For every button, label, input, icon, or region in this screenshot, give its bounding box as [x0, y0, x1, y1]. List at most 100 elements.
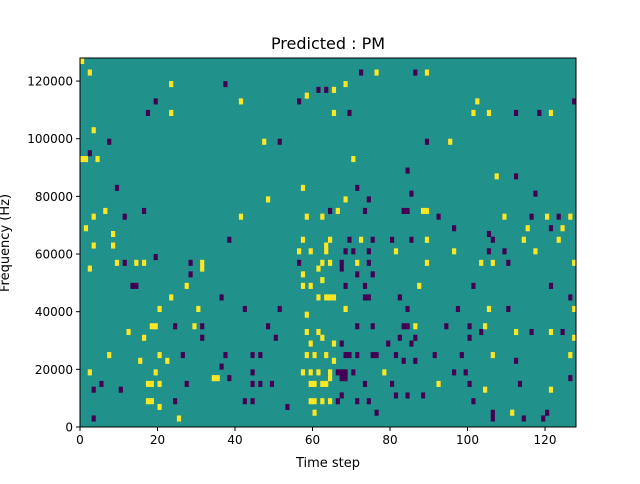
heatmap-cell	[413, 334, 418, 341]
heatmap-cell	[324, 380, 329, 387]
heatmap-cell	[316, 328, 321, 336]
heatmap-cell	[215, 375, 220, 382]
heatmap-cell	[514, 357, 519, 364]
heatmap-cell	[405, 167, 410, 174]
heatmap-cell	[188, 259, 193, 266]
heatmap-cell	[95, 156, 100, 163]
heatmap-cell	[401, 357, 406, 364]
heatmap-cell	[118, 386, 123, 393]
heatmap-cell	[83, 225, 89, 232]
heatmap-cell	[362, 380, 368, 387]
heatmap-cell	[444, 323, 449, 330]
heatmap-cell	[328, 375, 333, 382]
heatmap-cell	[266, 323, 271, 330]
heatmap-cell	[304, 328, 309, 336]
heatmap-cell	[165, 357, 170, 364]
heatmap-cell	[374, 69, 379, 76]
y-tick-label: 80000	[35, 190, 73, 204]
heatmap-cell	[490, 259, 495, 266]
heatmap-cell	[331, 86, 337, 93]
heatmap-cell	[401, 207, 406, 214]
heatmap-cell	[572, 334, 577, 341]
heatmap-cell	[506, 259, 511, 266]
heatmap-cell	[362, 207, 368, 214]
heatmap-cell	[153, 98, 158, 105]
heatmap-cell	[339, 265, 344, 272]
heatmap-cell	[297, 248, 302, 255]
heatmap-cell	[401, 323, 406, 330]
heatmap-cell	[145, 109, 151, 116]
y-tick-label: 20000	[35, 363, 73, 377]
heatmap-cell	[91, 242, 96, 249]
heatmap-cell	[328, 259, 333, 266]
heatmap-cell	[556, 236, 561, 243]
heatmap-cell	[192, 323, 197, 330]
heatmap-cell	[300, 271, 306, 278]
x-tick-label: 0	[76, 433, 84, 447]
heatmap-cell	[242, 305, 247, 312]
heatmap-cell	[347, 352, 352, 359]
heatmap-cell	[405, 392, 410, 399]
heatmap-cell	[514, 328, 519, 336]
heatmap-cell	[483, 323, 488, 330]
heatmap-cell	[521, 415, 526, 422]
heatmap-cell	[219, 363, 224, 370]
heatmap-cell	[145, 398, 151, 405]
heatmap-cell	[157, 305, 162, 312]
heatmap-cell	[312, 352, 317, 359]
heatmap-cell	[266, 196, 271, 203]
heatmap-cell	[471, 398, 476, 405]
heatmap-cell	[343, 369, 348, 376]
heatmap-cell	[328, 398, 333, 405]
y-axis-label: Frequency (Hz)	[0, 194, 13, 292]
heatmap-cell	[490, 415, 495, 422]
heatmap-cell	[335, 207, 340, 214]
heatmap-cell	[324, 352, 329, 359]
heatmap-cell	[304, 213, 309, 220]
y-tick-label: 40000	[35, 305, 73, 319]
heatmap-cell	[393, 248, 399, 255]
heatmap-cell	[328, 236, 333, 243]
heatmap-cell	[316, 369, 321, 376]
heatmap-cell	[486, 230, 492, 238]
heatmap-cell	[324, 242, 329, 249]
heatmap-cell	[157, 403, 162, 411]
heatmap-cell	[300, 184, 306, 191]
heatmap-cell	[308, 248, 313, 255]
heatmap-cell	[568, 352, 573, 359]
heatmap-cell	[223, 81, 228, 88]
heatmap-cell	[355, 259, 360, 266]
heatmap-cell	[328, 294, 333, 301]
heatmap-cell	[343, 81, 348, 88]
heatmap-cell	[103, 207, 108, 214]
heatmap-cell	[390, 236, 395, 243]
heatmap-cell	[351, 369, 356, 376]
heatmap-cell	[308, 380, 313, 387]
heatmap-cell	[91, 213, 96, 220]
heatmap-cell	[219, 294, 224, 301]
heatmap-cell	[122, 259, 127, 266]
heatmap-cell	[397, 334, 402, 341]
heatmap-cell	[529, 328, 534, 336]
heatmap-cell	[475, 98, 480, 105]
heatmap-cell	[483, 386, 488, 393]
heatmap-cell	[432, 352, 437, 359]
heatmap-cell	[184, 282, 189, 289]
heatmap-cell	[436, 380, 441, 387]
heatmap-cell	[250, 352, 255, 359]
heatmap-cell	[486, 305, 492, 312]
heatmap-cell	[374, 352, 379, 359]
heatmap-cell	[324, 248, 329, 255]
heatmap-cell	[339, 375, 344, 382]
heatmap-cell	[413, 69, 418, 76]
heatmap-cell	[308, 282, 313, 289]
heatmap-cell	[393, 352, 399, 359]
heatmap-cell	[486, 109, 492, 116]
heatmap-cell	[393, 392, 399, 399]
x-tick-label: 40	[227, 433, 242, 447]
heatmap-cell	[541, 415, 546, 422]
heatmap-cell	[145, 380, 151, 387]
heatmap-cell	[572, 98, 577, 105]
heatmap-cell	[328, 369, 333, 376]
